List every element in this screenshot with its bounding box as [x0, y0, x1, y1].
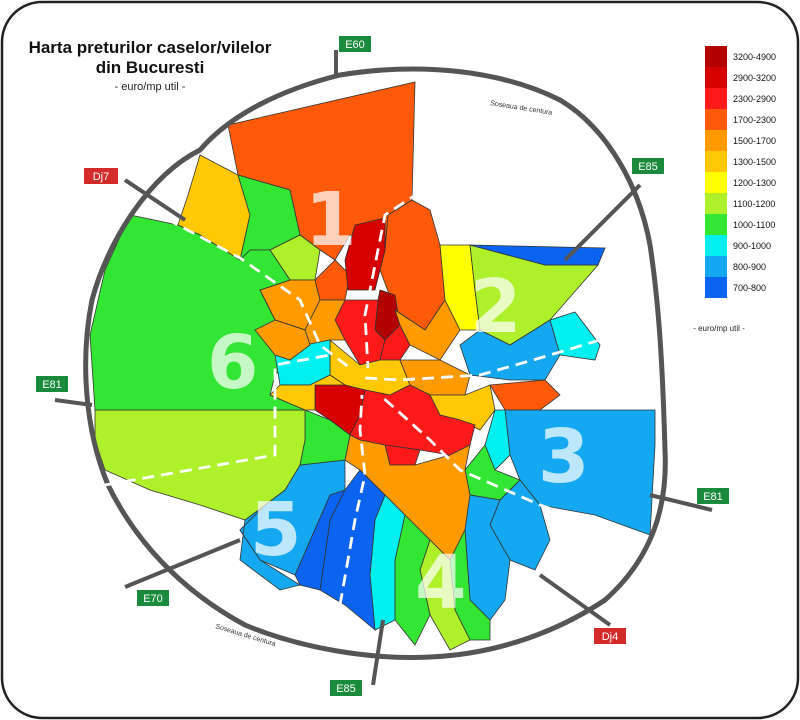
legend-label: 1000-1100 — [733, 220, 775, 230]
road-e85-south — [371, 619, 385, 686]
price-legend: 3200-4900 2900-3200 2300-2900 1700-2300 1500… — [705, 46, 776, 298]
legend-label: 2900-3200 — [733, 73, 776, 83]
sector-number-3: 3 — [538, 414, 590, 500]
district-east-orange — [489, 379, 561, 411]
legend-label: 1200-1300 — [733, 178, 776, 188]
road-e81-east — [649, 493, 713, 512]
legend-label: 2300-2900 — [733, 94, 776, 104]
sign-e81-right — [697, 488, 729, 504]
boundary-sector1-2 — [363, 190, 421, 369]
legend-swatch — [705, 193, 727, 214]
district-west-yellow — [269, 374, 347, 411]
boundary-sector5-6 — [104, 353, 331, 487]
legend-unit: - euro/mp util - — [693, 324, 745, 333]
district-center-orange — [394, 299, 461, 361]
legend-swatch — [705, 130, 727, 151]
district-west-orange-2 — [254, 319, 311, 361]
legend-swatch — [705, 151, 727, 172]
map-title-line2: din Bucuresti — [96, 58, 205, 77]
legend-label: 700-800 — [733, 283, 766, 293]
boundary-sector2-3 — [364, 338, 601, 382]
district-west-lime — [94, 409, 306, 521]
district-southwest-blue-2 — [239, 504, 302, 591]
district-northeast-blue — [469, 244, 606, 266]
sector-boundaries — [104, 190, 641, 606]
legend-label: 1500-1700 — [733, 136, 776, 146]
legend-swatch — [705, 88, 727, 109]
legend-swatch — [705, 235, 727, 256]
sign-e81-left — [36, 376, 68, 392]
sign-e70-label: E70 — [143, 593, 163, 605]
legend-label: 3200-4900 — [733, 52, 776, 62]
ring-road — [83, 66, 668, 660]
sign-e85-top-label: E85 — [638, 161, 658, 173]
road-signs: E60 Dj7 E85 E81 E81 E70 Dj4 E85 — [36, 36, 729, 696]
sign-e85-bottom — [330, 680, 362, 696]
district-polygons — [89, 81, 656, 651]
sign-dj7 — [84, 168, 118, 184]
legend-swatch — [705, 109, 727, 130]
legend-swatch — [705, 256, 727, 277]
legend-label: 1300-1500 — [733, 157, 776, 167]
sign-e60-label: E60 — [345, 39, 365, 51]
sign-e81-right-label: E81 — [703, 491, 723, 503]
sector-numbers: 1 2 3 4 5 6 — [207, 177, 590, 626]
sign-e60 — [339, 36, 371, 52]
legend-label: 900-1000 — [733, 241, 771, 251]
district-central-red-2 — [379, 324, 411, 361]
legend-swatch — [705, 214, 727, 235]
sector-number-6: 6 — [207, 320, 259, 406]
road-dj7 — [123, 178, 187, 222]
road-e85-north — [563, 183, 642, 262]
sign-e85-top — [632, 158, 664, 174]
sector-number-4: 4 — [415, 540, 467, 626]
sign-e70 — [137, 590, 169, 606]
road-dj4 — [538, 573, 612, 627]
sign-dj4 — [594, 628, 626, 644]
map-title-line1: Harta preturilor caselor/vilelor — [29, 38, 272, 57]
district-southeast-cyan — [484, 409, 511, 471]
sign-dj4-label: Dj4 — [602, 631, 619, 643]
legend-label: 1100-1200 — [733, 199, 775, 209]
boundary-sector1-6 — [149, 208, 351, 370]
sector-number-1: 1 — [305, 177, 357, 263]
legend-label: 800-900 — [733, 262, 766, 272]
road-e81-west — [54, 398, 93, 407]
legend-label: 1700-2300 — [733, 115, 776, 125]
legend-swatch — [705, 67, 727, 88]
road-e70 — [124, 538, 241, 589]
map-subtitle: - euro/mp util - — [115, 81, 186, 93]
sign-e85-bottom-label: E85 — [336, 683, 356, 695]
legend-swatch — [705, 46, 727, 67]
approach-roads — [54, 50, 713, 686]
legend-swatch — [705, 172, 727, 193]
sign-e81-left-label: E81 — [42, 379, 62, 391]
boundary-sector3-4 — [379, 393, 641, 542]
legend-swatch — [705, 277, 727, 298]
sector-number-5: 5 — [250, 487, 302, 573]
sign-dj7-label: Dj7 — [93, 171, 110, 183]
district-southeast-blue — [504, 409, 656, 536]
sector-number-2: 2 — [470, 264, 522, 350]
boundary-sector4-5 — [338, 394, 367, 606]
